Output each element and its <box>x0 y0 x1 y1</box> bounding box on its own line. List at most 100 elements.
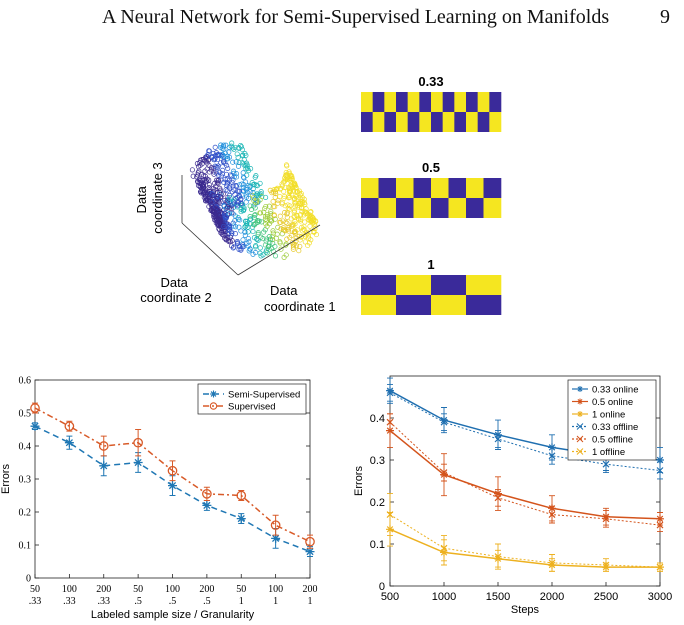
manifold-point <box>226 239 232 245</box>
manifold-point <box>312 226 318 232</box>
manifold-point <box>243 163 249 169</box>
data-point <box>602 561 610 569</box>
manifold-point <box>287 172 294 178</box>
page-number: 9 <box>660 6 670 28</box>
manifold-point <box>275 197 281 204</box>
checker-tile <box>361 275 397 295</box>
manifold-point <box>283 169 289 176</box>
checker-tile <box>372 112 385 132</box>
data-point <box>440 469 448 477</box>
data-point <box>656 563 664 571</box>
manifold-point <box>221 221 227 227</box>
manifold-point <box>308 237 314 243</box>
data-point <box>167 465 178 476</box>
checker-tile <box>431 178 449 198</box>
manifold-point <box>298 234 304 240</box>
manifold-points <box>189 140 319 260</box>
manifold-point <box>255 230 261 236</box>
manifold-point <box>223 214 229 220</box>
manifold-point <box>249 180 255 186</box>
manifold-point <box>252 250 259 256</box>
manifold-3d-plot: Data coordinate 3 Data coordinate 2 Data… <box>134 140 336 314</box>
y-tick-label: 0.4 <box>19 442 32 453</box>
manifold-point <box>210 193 216 199</box>
manifold-point <box>235 240 241 246</box>
manifold-point <box>226 154 233 160</box>
data-point <box>386 418 394 426</box>
data-point <box>656 467 664 474</box>
manifold-point <box>274 185 280 191</box>
series-line <box>389 528 660 568</box>
manifold-point <box>248 216 254 222</box>
y-tick-label: 0.1 <box>370 539 385 551</box>
data-point <box>602 460 610 468</box>
data-point <box>440 418 448 426</box>
manifold-point <box>266 246 272 252</box>
manifold-point <box>233 159 239 165</box>
manifold-point <box>215 165 221 171</box>
manifold-point <box>282 172 289 178</box>
manifold-point <box>234 151 240 157</box>
manifold-point <box>240 208 247 214</box>
manifold-point <box>214 208 220 214</box>
manifold-point <box>224 153 230 159</box>
axis-label-x: Data coordinate 1 <box>264 283 336 314</box>
x-tick-label: 1 <box>273 596 278 607</box>
manifold-point <box>223 182 230 188</box>
checker-tile <box>431 198 449 218</box>
manifold-point <box>227 195 233 201</box>
legend-marker <box>576 448 584 455</box>
manifold-point <box>292 228 298 234</box>
running-title: A Neural Network for Semi-Supervised Lea… <box>102 6 610 28</box>
manifold-point <box>206 148 212 154</box>
data-point <box>30 403 40 413</box>
manifold-point <box>272 243 278 250</box>
series-supervised <box>30 402 315 549</box>
checker-tile <box>407 92 420 112</box>
manifold-point <box>294 196 300 202</box>
manifold-point <box>292 221 298 227</box>
chart-labeled-sample-size: 00.10.20.30.40.50.650.33100.33200.3350.5… <box>0 376 318 622</box>
manifold-point <box>255 237 261 243</box>
manifold-point <box>231 201 238 207</box>
legend-label: Semi-Supervised <box>228 390 300 401</box>
manifold-point <box>300 226 307 232</box>
manifold-point <box>269 218 275 224</box>
manifold-point <box>229 210 235 216</box>
manifold-point <box>189 167 195 173</box>
manifold-point <box>289 233 295 239</box>
legend-box <box>197 383 307 415</box>
manifold-point <box>284 176 291 182</box>
checker-tile <box>454 112 467 132</box>
manifold-point <box>216 177 222 183</box>
manifold-point <box>284 163 290 169</box>
checker-tile <box>396 178 414 198</box>
manifold-point <box>298 212 304 218</box>
manifold-point <box>292 181 298 187</box>
manifold-point <box>272 204 278 210</box>
manifold-point <box>211 171 217 177</box>
chart-steps: 0 0.1 0.2 0.3 0.4 500 1000 1500 2000 2500 3000 Step… <box>353 375 672 616</box>
manifold-point <box>222 176 228 182</box>
manifold-point <box>245 224 251 230</box>
manifold-point <box>287 194 293 200</box>
legend-marker <box>577 386 583 392</box>
x-axis-label: Steps <box>511 604 540 616</box>
manifold-point <box>228 173 235 179</box>
manifold-point <box>206 169 213 175</box>
manifold-point <box>294 188 300 195</box>
manifold-point <box>239 191 245 198</box>
manifold-point <box>214 195 220 201</box>
x-axis-label: Labeled sample size / Granularity <box>91 609 255 621</box>
data-point <box>236 514 246 524</box>
manifold-point <box>215 198 221 204</box>
manifold-point <box>239 202 246 208</box>
x-tick-label: 200 <box>96 584 111 595</box>
manifold-point <box>241 205 247 211</box>
manifold-point <box>287 183 294 189</box>
manifold-point <box>270 204 276 210</box>
manifold-point <box>225 165 231 171</box>
manifold-point <box>297 243 303 249</box>
manifold-point <box>257 210 263 216</box>
manifold-point <box>229 140 235 146</box>
